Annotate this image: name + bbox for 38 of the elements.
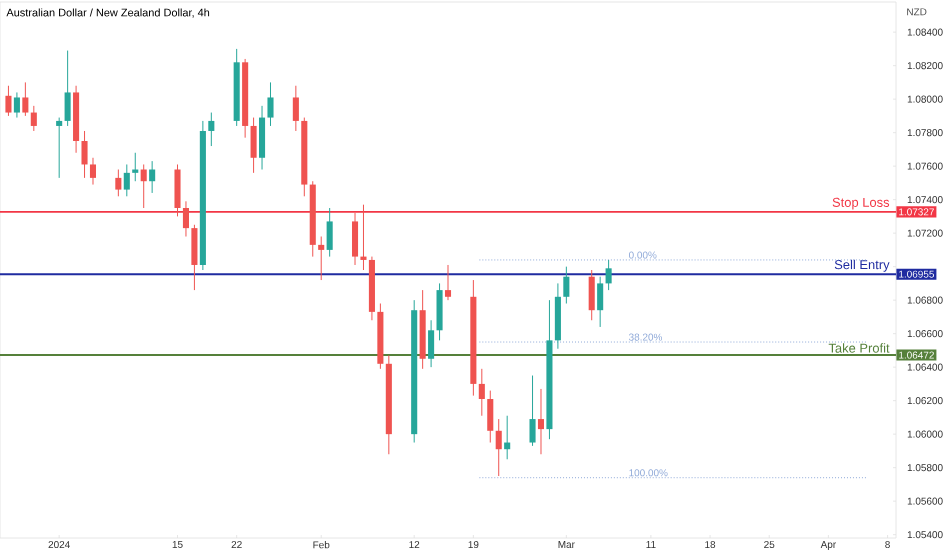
candlestick bbox=[563, 266, 570, 304]
candlestick bbox=[30, 105, 37, 132]
candlestick bbox=[588, 269, 595, 321]
candlestick bbox=[326, 207, 333, 258]
candlestick bbox=[89, 157, 97, 186]
candlestick bbox=[537, 388, 545, 455]
candlestick bbox=[182, 200, 190, 237]
candlestick bbox=[64, 50, 71, 127]
candlestick bbox=[132, 152, 139, 182]
candlestick bbox=[529, 375, 536, 447]
candlestick bbox=[259, 105, 266, 170]
candlestick bbox=[554, 282, 561, 350]
candlestick bbox=[267, 81, 274, 127]
candlestick bbox=[22, 81, 29, 117]
candlestick bbox=[597, 276, 604, 328]
candlestick bbox=[605, 259, 612, 291]
candlestick bbox=[191, 224, 198, 291]
candlestick bbox=[318, 236, 325, 281]
candlestick bbox=[13, 91, 20, 119]
candlestick bbox=[428, 319, 435, 368]
candlestick bbox=[115, 169, 122, 197]
candlestick bbox=[436, 282, 443, 341]
candlestick bbox=[149, 160, 156, 194]
candlestick bbox=[208, 112, 215, 147]
candlestick bbox=[444, 264, 452, 301]
candlestick bbox=[81, 130, 88, 179]
candlestick bbox=[495, 418, 502, 477]
candlestick bbox=[56, 117, 63, 179]
candlestick bbox=[487, 390, 494, 444]
candlestick bbox=[250, 117, 257, 174]
candlestick bbox=[140, 163, 147, 209]
candlestick bbox=[123, 163, 130, 197]
candlestick bbox=[351, 212, 359, 266]
candlestick bbox=[5, 85, 12, 117]
candlestick bbox=[478, 368, 485, 417]
candlestick bbox=[174, 163, 181, 217]
candlestick bbox=[292, 85, 299, 132]
candlestick bbox=[360, 204, 367, 271]
